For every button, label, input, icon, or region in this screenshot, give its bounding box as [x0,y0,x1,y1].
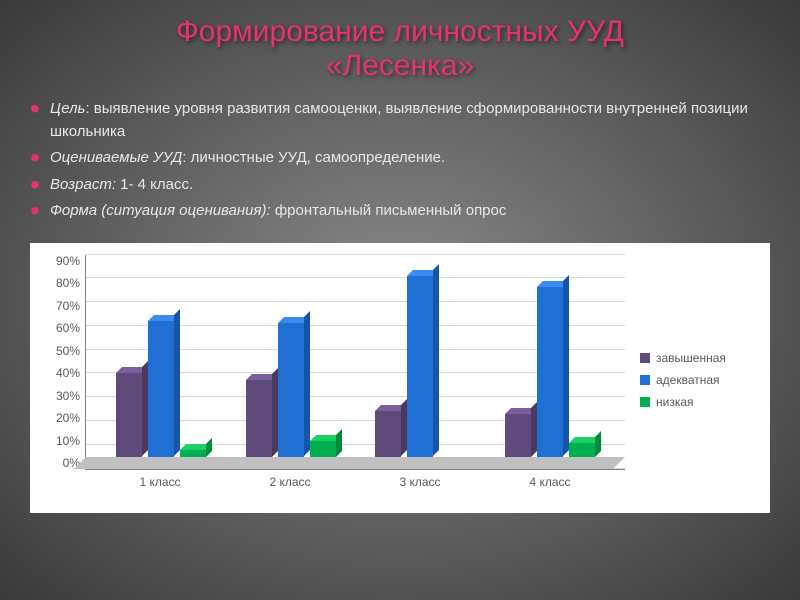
title-line1: Формирование личностных УУД [176,15,624,48]
x-label: 2 класс [225,475,355,489]
bar [407,276,433,456]
bars [86,255,625,469]
bar [246,380,272,457]
chart: 90%80%70%60%50%40%30%20%10%0% 1 класс2 к… [30,243,770,513]
chart-area: 90%80%70%60%50%40%30%20%10%0% 1 класс2 к… [45,255,625,505]
y-tick: 60% [56,322,80,334]
bar [375,411,401,456]
bullet-text: 1- 4 класс. [116,176,193,193]
plot-wrap: 1 класс2 класс3 класс4 класс [85,255,625,505]
legend: завышенная адекватная низкая [625,255,755,505]
bullet-text: фронтальный письменный опрос [271,202,507,219]
y-tick: 10% [56,435,80,447]
slide: Формирование личностных УУД «Лесенка» Це… [0,0,800,600]
legend-item: низкая [640,395,755,409]
y-tick: 30% [56,390,80,402]
bullet-label: Цель [50,100,85,117]
bar-group [375,255,465,457]
bullet-item: Оцениваемые УУД: личностные УУД, самоопр… [30,147,770,170]
bar [505,414,531,457]
legend-label: адекватная [656,373,720,387]
bar-group [505,255,595,457]
bar [148,321,174,456]
plot [85,255,625,470]
y-tick: 70% [56,300,80,312]
bar [569,443,595,457]
bar [310,441,336,457]
x-axis: 1 класс2 класс3 класс4 класс [85,470,625,489]
x-label: 1 класс [95,475,225,489]
legend-label: завышенная [656,351,726,365]
bar-group [116,255,206,457]
y-tick: 20% [56,412,80,424]
bullet-label: Возраст: [50,176,116,193]
legend-label: низкая [656,395,694,409]
x-label: 4 класс [485,475,615,489]
x-label: 3 класс [355,475,485,489]
y-tick: 50% [56,345,80,357]
bullet-label: Оцениваемые УУД [50,149,182,166]
legend-swatch [640,353,650,363]
bullet-text: : личностные УУД, самоопределение. [182,149,445,166]
slide-title: Формирование личностных УУД «Лесенка» [30,15,770,83]
bullet-list: Цель: выявление уровня развития самооцен… [30,98,770,223]
title-line2: «Лесенка» [326,49,474,82]
y-tick: 90% [56,255,80,267]
legend-item: адекватная [640,373,755,387]
bar [180,450,206,457]
bar [278,323,304,456]
legend-swatch [640,375,650,385]
bullet-item: Цель: выявление уровня развития самооцен… [30,98,770,143]
legend-swatch [640,397,650,407]
bar [537,287,563,456]
bar [116,373,142,456]
bullet-label: Форма (ситуация оценивания): [50,202,271,219]
y-tick: 40% [56,367,80,379]
legend-item: завышенная [640,351,755,365]
bullet-item: Возраст: 1- 4 класс. [30,174,770,197]
bullet-text: : выявление уровня развития самооценки, … [50,100,748,140]
bullet-item: Форма (ситуация оценивания): фронтальный… [30,200,770,223]
y-axis: 90%80%70%60%50%40%30%20%10%0% [45,255,85,470]
bar-group [246,255,336,457]
y-tick: 80% [56,277,80,289]
